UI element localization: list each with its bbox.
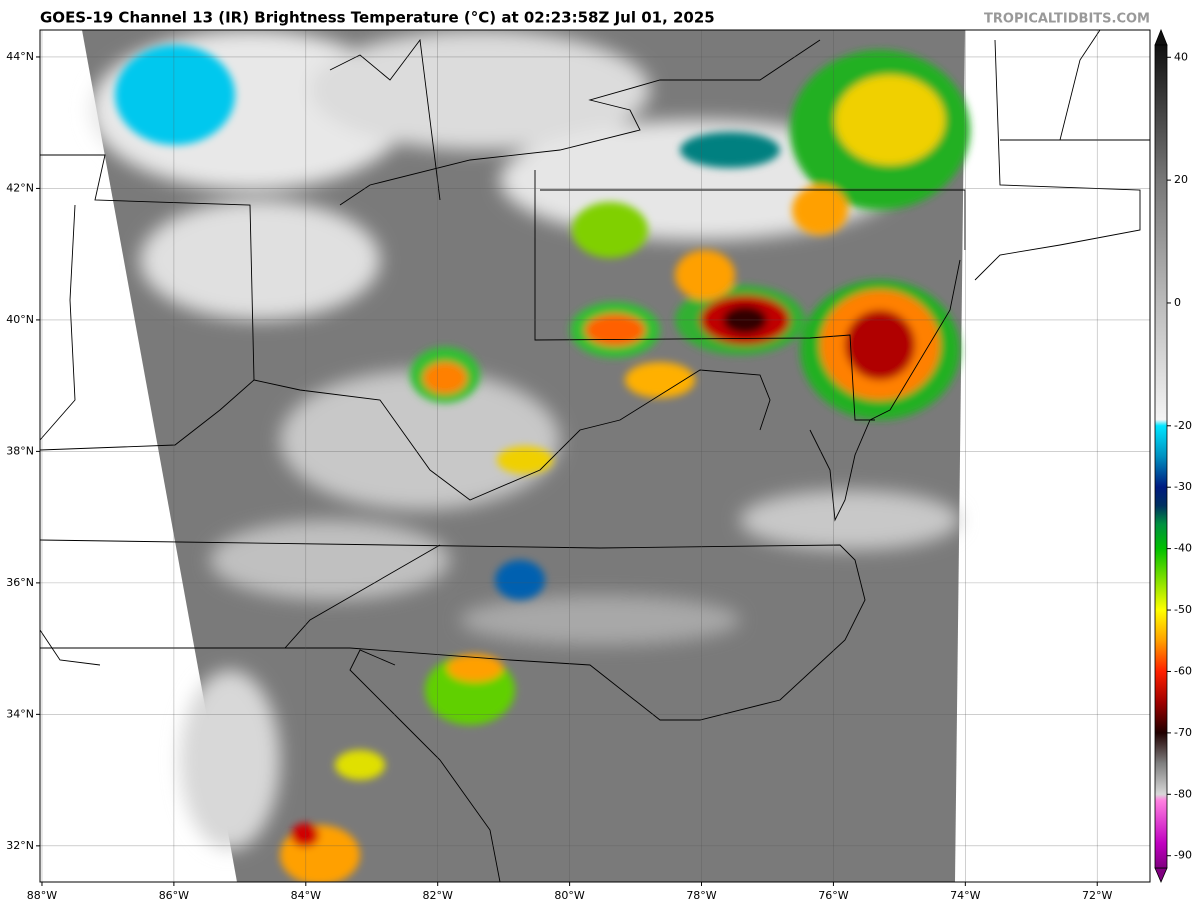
x-tick-label: 80°W — [554, 889, 584, 902]
map-frame — [39, 29, 1151, 883]
colorbar: 40 20 0 -20 -30 -40 -50 -60 -70 -80 -90 — [1154, 28, 1192, 884]
borders — [40, 30, 1150, 882]
x-tick-label: 86°W — [159, 889, 189, 902]
x-tick-label: 76°W — [818, 889, 848, 902]
x-tick-label: 84°W — [291, 889, 321, 902]
colorbar-tick-label: 20 — [1174, 173, 1188, 186]
colorbar-tick-label: 40 — [1174, 50, 1188, 63]
colorbar-tick-label: -20 — [1174, 419, 1192, 432]
y-tick-label: 42°N — [6, 181, 34, 194]
map — [40, 30, 1150, 882]
colorbar-tick-label: -80 — [1174, 787, 1192, 800]
y-tick-label: 32°N — [6, 839, 34, 852]
grid — [40, 30, 1150, 882]
x-tick-label: 78°W — [686, 889, 716, 902]
credit: TROPICALTIDBITS.COM — [984, 12, 1150, 27]
x-tick-label: 72°W — [1082, 889, 1112, 902]
title: GOES-19 Channel 13 (IR) Brightness Tempe… — [40, 9, 715, 27]
y-tick-label: 38°N — [6, 444, 34, 457]
x-tick-label: 88°W — [27, 889, 57, 902]
colorbar-extend-top — [1154, 28, 1168, 46]
colorbar-tick-label: 0 — [1174, 296, 1181, 309]
colorbar-tick-label: -60 — [1174, 664, 1192, 677]
y-tick-label: 44°N — [6, 50, 34, 63]
colorbar-tick-label: -90 — [1174, 849, 1192, 862]
colorbar-body — [1154, 44, 1168, 869]
y-tick-label: 36°N — [6, 576, 34, 589]
colorbar-tick-label: -70 — [1174, 726, 1192, 739]
x-tick-label: 82°W — [423, 889, 453, 902]
y-tick-label: 40°N — [6, 313, 34, 326]
y-tick-label: 34°N — [6, 707, 34, 720]
colorbar-tick-label: -40 — [1174, 542, 1192, 555]
colorbar-tick-label: -50 — [1174, 603, 1192, 616]
x-tick-label: 74°W — [950, 889, 980, 902]
cold-cloud-tops — [115, 45, 970, 882]
colorbar-tick-label: -30 — [1174, 480, 1192, 493]
colorbar-extend-bottom — [1154, 867, 1168, 884]
